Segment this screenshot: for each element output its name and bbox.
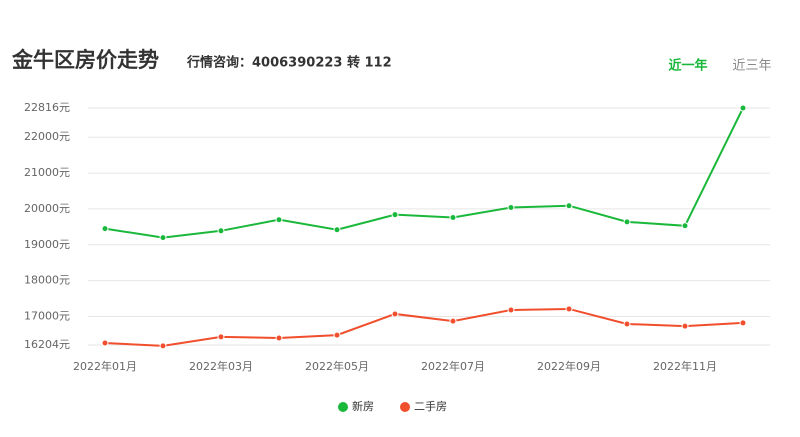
point xyxy=(101,339,109,347)
point xyxy=(333,331,341,339)
point xyxy=(333,226,341,234)
point xyxy=(507,204,515,212)
y-tick-label: 22000元 xyxy=(24,130,70,143)
tab-active[interactable]: 近一年 xyxy=(668,58,707,74)
y-tick-label: 21000元 xyxy=(24,166,70,179)
point xyxy=(159,234,167,242)
point xyxy=(507,306,515,314)
point xyxy=(681,322,689,330)
y-tick-label: 22816元 xyxy=(24,101,70,114)
point xyxy=(565,305,573,313)
y-tick-label: 16204元 xyxy=(24,338,70,351)
tab[interactable]: 近三年 xyxy=(732,59,771,74)
point xyxy=(565,202,573,210)
y-tick-label: 18000元 xyxy=(24,274,70,287)
series-line xyxy=(104,307,744,347)
x-tick-label: 2022年05月 xyxy=(305,359,369,373)
point xyxy=(739,319,747,327)
point xyxy=(623,218,631,226)
point xyxy=(391,310,399,318)
point xyxy=(159,342,167,350)
x-tick-label: 2022年07月 xyxy=(421,359,485,373)
hotline: 行情咨询：4006390223 转 112 xyxy=(186,55,392,71)
point xyxy=(739,104,747,112)
point xyxy=(391,211,399,219)
title: 金牛区房价走势 xyxy=(11,48,159,72)
legend-label: 新房 xyxy=(352,399,374,413)
point xyxy=(217,227,225,235)
y-tick-label: 20000元 xyxy=(24,202,70,215)
point xyxy=(275,334,283,342)
series-line xyxy=(104,107,744,239)
legend-marker xyxy=(400,402,410,412)
point xyxy=(623,320,631,328)
x-tick-label: 2022年01月 xyxy=(73,359,137,373)
legend-label: 二手房 xyxy=(414,399,447,413)
y-tick-label: 17000元 xyxy=(24,309,70,322)
x-tick-label: 2022年09月 xyxy=(537,359,601,373)
point xyxy=(449,317,457,325)
point xyxy=(449,214,457,222)
point xyxy=(217,333,225,341)
legend-marker xyxy=(338,402,348,412)
y-tick-label: 19000元 xyxy=(24,238,70,251)
x-tick-label: 2022年11月 xyxy=(653,359,717,373)
point xyxy=(681,222,689,230)
point xyxy=(275,216,283,224)
x-tick-label: 2022年03月 xyxy=(189,359,253,373)
point xyxy=(101,225,109,233)
